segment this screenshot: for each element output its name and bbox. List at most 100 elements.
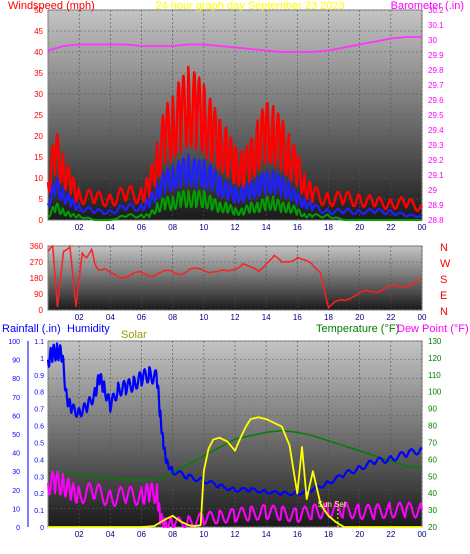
rainfall-tick-label: 0.2 <box>34 491 44 498</box>
temp-chart-x-tick-label: 12 <box>231 530 240 539</box>
temperature-tick-label: 110 <box>428 371 441 380</box>
barometer-tick-label: 29.3 <box>428 141 444 150</box>
temperature-axis-label: Temperature (°F) <box>316 323 399 335</box>
barometer-tick-label: 30.2 <box>428 6 444 15</box>
direction-chart-x-tick-label: 00 <box>418 313 427 322</box>
direction-chart-x-tick-label: 12 <box>231 313 240 322</box>
direction-tick-label: 360 <box>30 242 44 251</box>
barometer-tick-label: 29.4 <box>428 126 444 135</box>
wind-chart-x-tick-label: 10 <box>199 223 208 232</box>
humidity-tick-label: 60 <box>12 413 20 420</box>
temperature-tick-label: 60 <box>428 455 437 464</box>
windspeed-tick-label: 0 <box>39 216 44 225</box>
compass-label: W <box>440 258 451 270</box>
humidity-tick-label: 20 <box>12 488 20 495</box>
sunset-annotation: Sun Set <box>318 500 347 509</box>
windspeed-tick-label: 15 <box>34 153 43 162</box>
rainfall-tick-label: 0.6 <box>34 424 44 431</box>
windspeed-tick-label: 10 <box>34 174 43 183</box>
barometer-tick-label: 29 <box>428 186 437 195</box>
direction-tick-label: 0 <box>39 306 44 315</box>
barometer-tick-label: 29.8 <box>428 66 444 75</box>
temperature-tick-label: 80 <box>428 422 437 431</box>
wind-chart-x-tick-label: 16 <box>293 223 302 232</box>
barometer-tick-label: 28.8 <box>428 216 444 225</box>
wind-chart-x-tick-label: 06 <box>137 223 146 232</box>
windspeed-tick-label: 50 <box>34 6 43 15</box>
windspeed-axis-label: Windspeed (mph) <box>8 0 95 12</box>
avg-wind-line <box>46 153 423 219</box>
direction-chart-x-tick-label: 06 <box>137 313 146 322</box>
rainfall-tick-label: 1 <box>40 356 44 363</box>
barometer-line <box>47 36 422 53</box>
wind-chart-x-tick-label: 04 <box>106 223 115 232</box>
humidity-tick-label: 0 <box>16 525 20 532</box>
solar-label: Solar <box>121 329 147 341</box>
barometer-tick-label: 28.9 <box>428 201 444 210</box>
temperature-tick-label: 70 <box>428 438 437 447</box>
direction-tick-label: 180 <box>30 274 44 283</box>
barometer-tick-label: 30.1 <box>428 21 444 30</box>
temperature-tick-label: 20 <box>428 523 437 532</box>
wind-chart-x-tick-label: 22 <box>386 223 395 232</box>
temperature-tick-label: 50 <box>428 472 437 481</box>
barometer-tick-label: 29.9 <box>428 51 444 60</box>
temp-chart-x-tick-label: 14 <box>262 530 271 539</box>
humidity-tick-label: 30 <box>12 469 20 476</box>
direction-chart-x-tick-label: 20 <box>355 313 364 322</box>
wind-chart-x-tick-label: 02 <box>75 223 84 232</box>
dewpoint-line <box>47 470 423 528</box>
direction-chart-x-tick-label: 04 <box>106 313 115 322</box>
direction-chart-x-tick-label: 18 <box>324 313 333 322</box>
barometer-tick-label: 29.7 <box>428 81 444 90</box>
compass-label: S <box>440 274 447 286</box>
rainfall-tick-label: 0 <box>40 525 44 532</box>
temp-chart-x-tick-label: 06 <box>137 530 146 539</box>
direction-chart-x-tick-label: 22 <box>386 313 395 322</box>
wind-chart-x-tick-label: 18 <box>324 223 333 232</box>
direction-tick-label: 270 <box>30 258 44 267</box>
temperature-tick-label: 130 <box>428 337 442 346</box>
wind-chart-x-tick-label: 14 <box>262 223 271 232</box>
rainfall-tick-label: 0.7 <box>34 407 44 414</box>
wind-chart-x-tick-label: 08 <box>168 223 177 232</box>
temperature-tick-label: 30 <box>428 506 437 515</box>
direction-chart-x-tick-label: 08 <box>168 313 177 322</box>
temp-chart-x-tick-label: 22 <box>386 530 395 539</box>
temp-chart-x-tick-label: 20 <box>355 530 364 539</box>
humidity-axis-label: Humidity <box>67 323 110 335</box>
rainfall-tick-label: 0.8 <box>34 390 44 397</box>
windspeed-tick-label: 35 <box>34 69 43 78</box>
direction-chart-x-tick-label: 10 <box>199 313 208 322</box>
solar-line <box>48 416 422 528</box>
windspeed-tick-label: 5 <box>39 195 44 204</box>
temp-chart-x-tick-label: 18 <box>324 530 333 539</box>
direction-line <box>47 244 421 310</box>
barometer-tick-label: 30 <box>428 36 437 45</box>
temp-chart-x-tick-label: 16 <box>293 530 302 539</box>
humidity-tick-label: 10 <box>12 506 20 513</box>
compass-label: N <box>440 306 448 318</box>
temp-chart-x-tick-label: 00 <box>418 530 427 539</box>
humidity-tick-label: 40 <box>12 451 20 458</box>
barometer-tick-label: 29.2 <box>428 156 444 165</box>
wind-chart-x-tick-label: 12 <box>231 223 240 232</box>
humidity-tick-label: 90 <box>12 358 20 365</box>
chart-title: 24 hour graph day September 23 2023 <box>156 0 345 12</box>
direction-chart-x-tick-label: 14 <box>262 313 271 322</box>
compass-label: N <box>440 242 448 254</box>
barometer-tick-label: 29.1 <box>428 171 444 180</box>
wind-chart-x-tick-label: 20 <box>355 223 364 232</box>
humidity-line <box>46 342 423 497</box>
rainfall-tick-label: 0.3 <box>34 474 44 481</box>
compass-label: E <box>440 290 447 302</box>
temp-chart-x-tick-label: 02 <box>75 530 84 539</box>
windspeed-tick-label: 20 <box>34 132 43 141</box>
temperature-tick-label: 90 <box>428 405 437 414</box>
rainfall-axis-label: Rainfall (.in) <box>2 323 61 335</box>
temperature-tick-label: 40 <box>428 489 437 498</box>
rainfall-tick-label: 1.1 <box>34 339 44 346</box>
direction-chart-x-tick-label: 02 <box>75 313 84 322</box>
